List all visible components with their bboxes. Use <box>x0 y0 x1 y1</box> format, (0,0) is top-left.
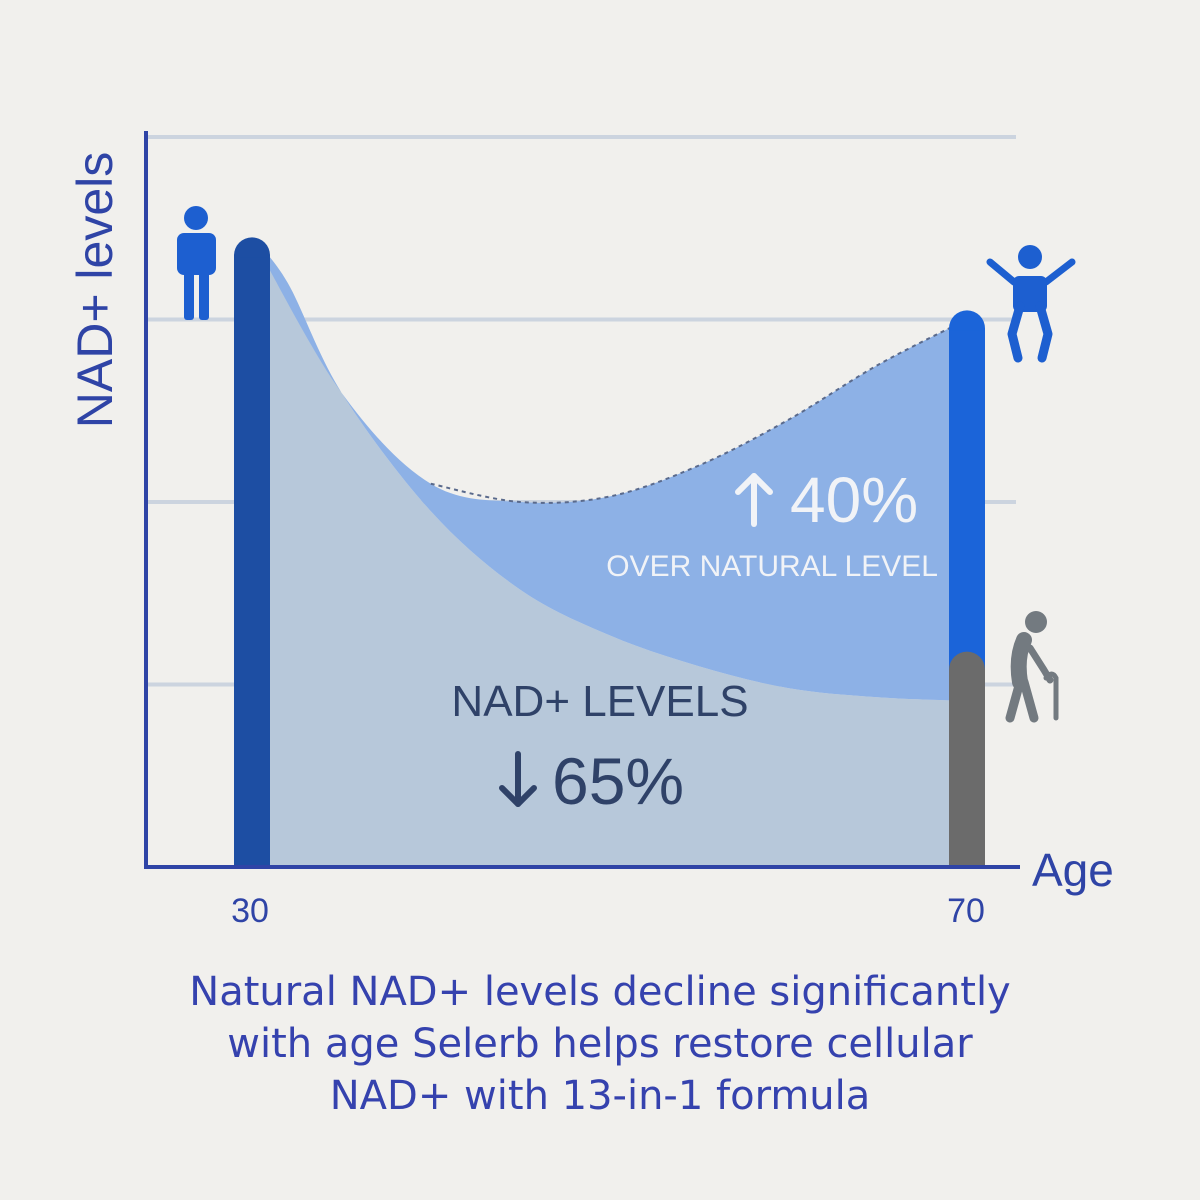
x-tick-label: 30 <box>231 892 269 930</box>
x-axis-label: Age <box>1032 844 1114 896</box>
down-arrow-icon <box>499 751 537 807</box>
up-arrow-icon <box>735 473 773 527</box>
caption-line: with age Selerb helps restore cellular <box>227 1021 973 1067</box>
x-tick-label: 70 <box>947 892 985 930</box>
elderly-person-icon <box>1005 611 1059 723</box>
bar-natural-level-body <box>949 671 985 867</box>
natural-decline-area <box>252 237 967 867</box>
boost-value: 40% <box>790 464 918 536</box>
y-axis-label: NAD+ levels <box>67 152 123 429</box>
supplemented-boost-area <box>252 237 967 701</box>
standing-person-icon <box>177 206 216 320</box>
jumping-person-icon <box>986 245 1076 363</box>
caption-line: Natural NAD+ levels decline significantl… <box>189 969 1011 1015</box>
boost-label: OVER NATURAL LEVEL <box>606 550 938 583</box>
decline-label: NAD+ LEVELS <box>451 677 748 726</box>
chart-caption: Natural NAD+ levels decline significantl… <box>100 966 1100 1122</box>
decline-value: 65% <box>552 744 684 818</box>
caption-line: NAD+ with 13-in-1 formula <box>329 1073 871 1119</box>
boost-annotation: 40% OVER NATURAL LEVEL <box>606 464 938 583</box>
decline-annotation: NAD+ LEVELS 65% <box>451 677 748 818</box>
bar-age-30-body <box>234 257 270 867</box>
supplemented-curve-line <box>430 318 968 504</box>
